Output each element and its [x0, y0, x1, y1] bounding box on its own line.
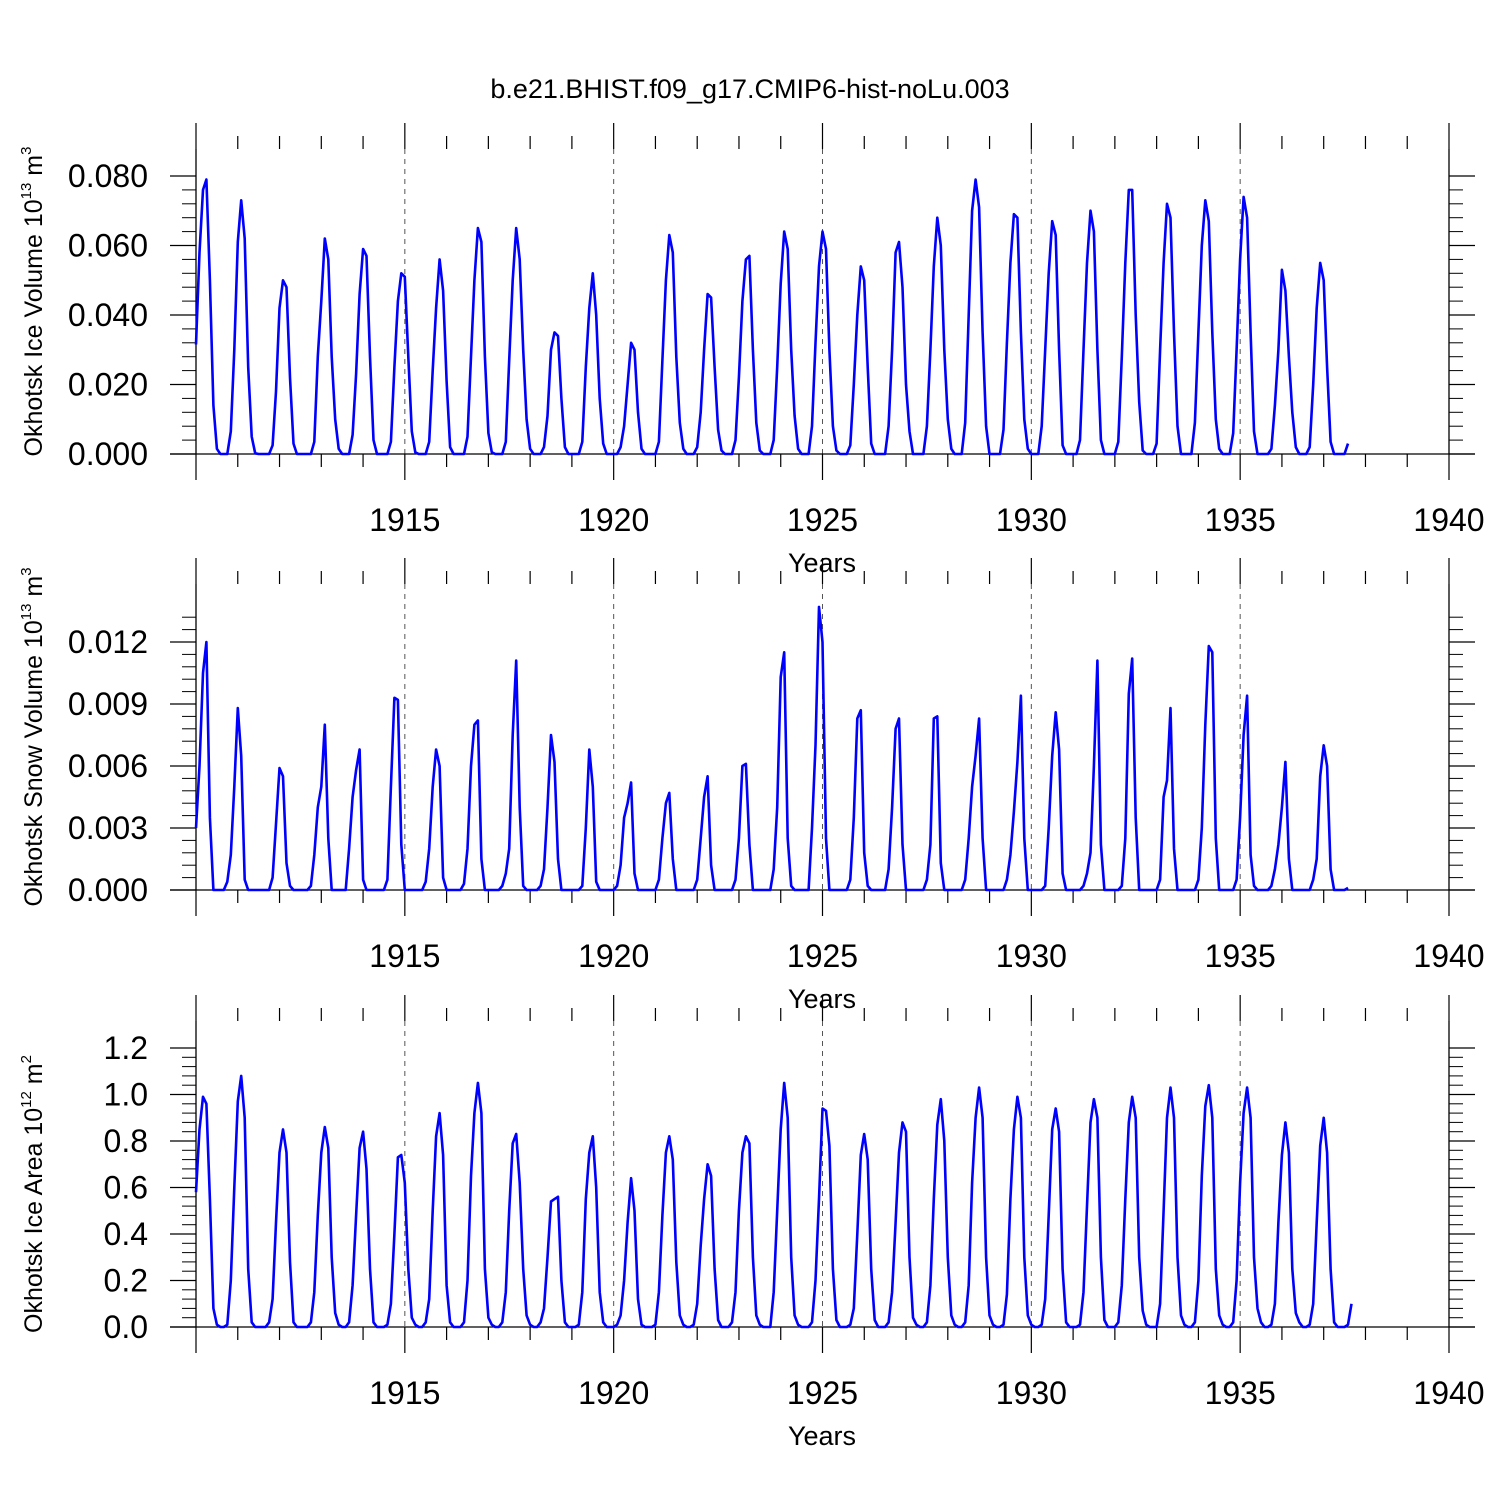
- x-tick-label: 1930: [996, 1375, 1067, 1411]
- x-tick-label: 1935: [1205, 938, 1276, 974]
- y-tick-label: 0.2: [104, 1263, 148, 1299]
- x-tick-label: 1920: [578, 502, 649, 538]
- y-tick-label: 0.080: [68, 158, 148, 194]
- x-tick-label: 1930: [996, 502, 1067, 538]
- panel-ice-area: 0.0 0.2 0.4 0.6 0.8 1.0 1.2 1915 1920 1925 1930 193…: [18, 995, 1485, 1451]
- x-tick-label: 1915: [369, 938, 440, 974]
- x-tick-label: 1935: [1205, 502, 1276, 538]
- figure-title: b.e21.BHIST.f09_g17.CMIP6-hist-noLu.003: [490, 74, 1009, 104]
- y-tick-label: 0.6: [104, 1170, 148, 1206]
- y-tick-label: 0.040: [68, 297, 148, 333]
- panel-ice-volume: 0.000 0.020 0.040 0.060 0.080 1915 1920 1925 193…: [18, 123, 1485, 578]
- x-tick-label: 1920: [578, 938, 649, 974]
- x-tick-label: 1940: [1413, 938, 1484, 974]
- y-tick-label: 1.0: [104, 1077, 148, 1113]
- y-tick-label: 0.060: [68, 228, 148, 264]
- y-axis-title: Okhotsk Ice Area 1012 m2: [18, 1055, 48, 1333]
- y-tick-label: 0.8: [104, 1123, 148, 1159]
- x-tick-label: 1925: [787, 1375, 858, 1411]
- x-axis-title: Years: [788, 1421, 856, 1451]
- x-tick-label: 1915: [369, 502, 440, 538]
- x-tick-label: 1935: [1205, 1375, 1276, 1411]
- series-line-ice-area: [194, 1074, 1353, 1329]
- y-tick-label: 1.2: [104, 1030, 148, 1066]
- x-tick-label: 1920: [578, 1375, 649, 1411]
- x-tick-label: 1940: [1413, 1375, 1484, 1411]
- y-tick-label: 0.020: [68, 367, 148, 403]
- y-tick-label: 0.009: [68, 686, 148, 722]
- y-tick-label: 0.000: [68, 872, 148, 908]
- y-tick-label: 0.003: [68, 810, 148, 846]
- x-tick-label: 1940: [1413, 502, 1484, 538]
- y-axis-title: Okhotsk Snow Volume 1013 m3: [18, 567, 48, 906]
- x-tick-label: 1915: [369, 1375, 440, 1411]
- x-tick-label: 1930: [996, 938, 1067, 974]
- y-tick-label: 0.006: [68, 748, 148, 784]
- series-line-snow-volume: [194, 605, 1349, 892]
- x-tick-label: 1925: [787, 502, 858, 538]
- y-tick-label: 0.4: [104, 1216, 148, 1252]
- y-tick-label: 0.012: [68, 624, 148, 660]
- y-tick-label: 0.000: [68, 436, 148, 472]
- x-tick-label: 1925: [787, 938, 858, 974]
- y-axis-title: Okhotsk Ice Volume 1013 m3: [18, 147, 48, 457]
- y-tick-label: 0.0: [104, 1309, 148, 1345]
- series-line-ice-volume: [194, 178, 1350, 456]
- panels: 0.000 0.020 0.040 0.060 0.080 1915 1920 1925 193…: [18, 123, 1485, 1451]
